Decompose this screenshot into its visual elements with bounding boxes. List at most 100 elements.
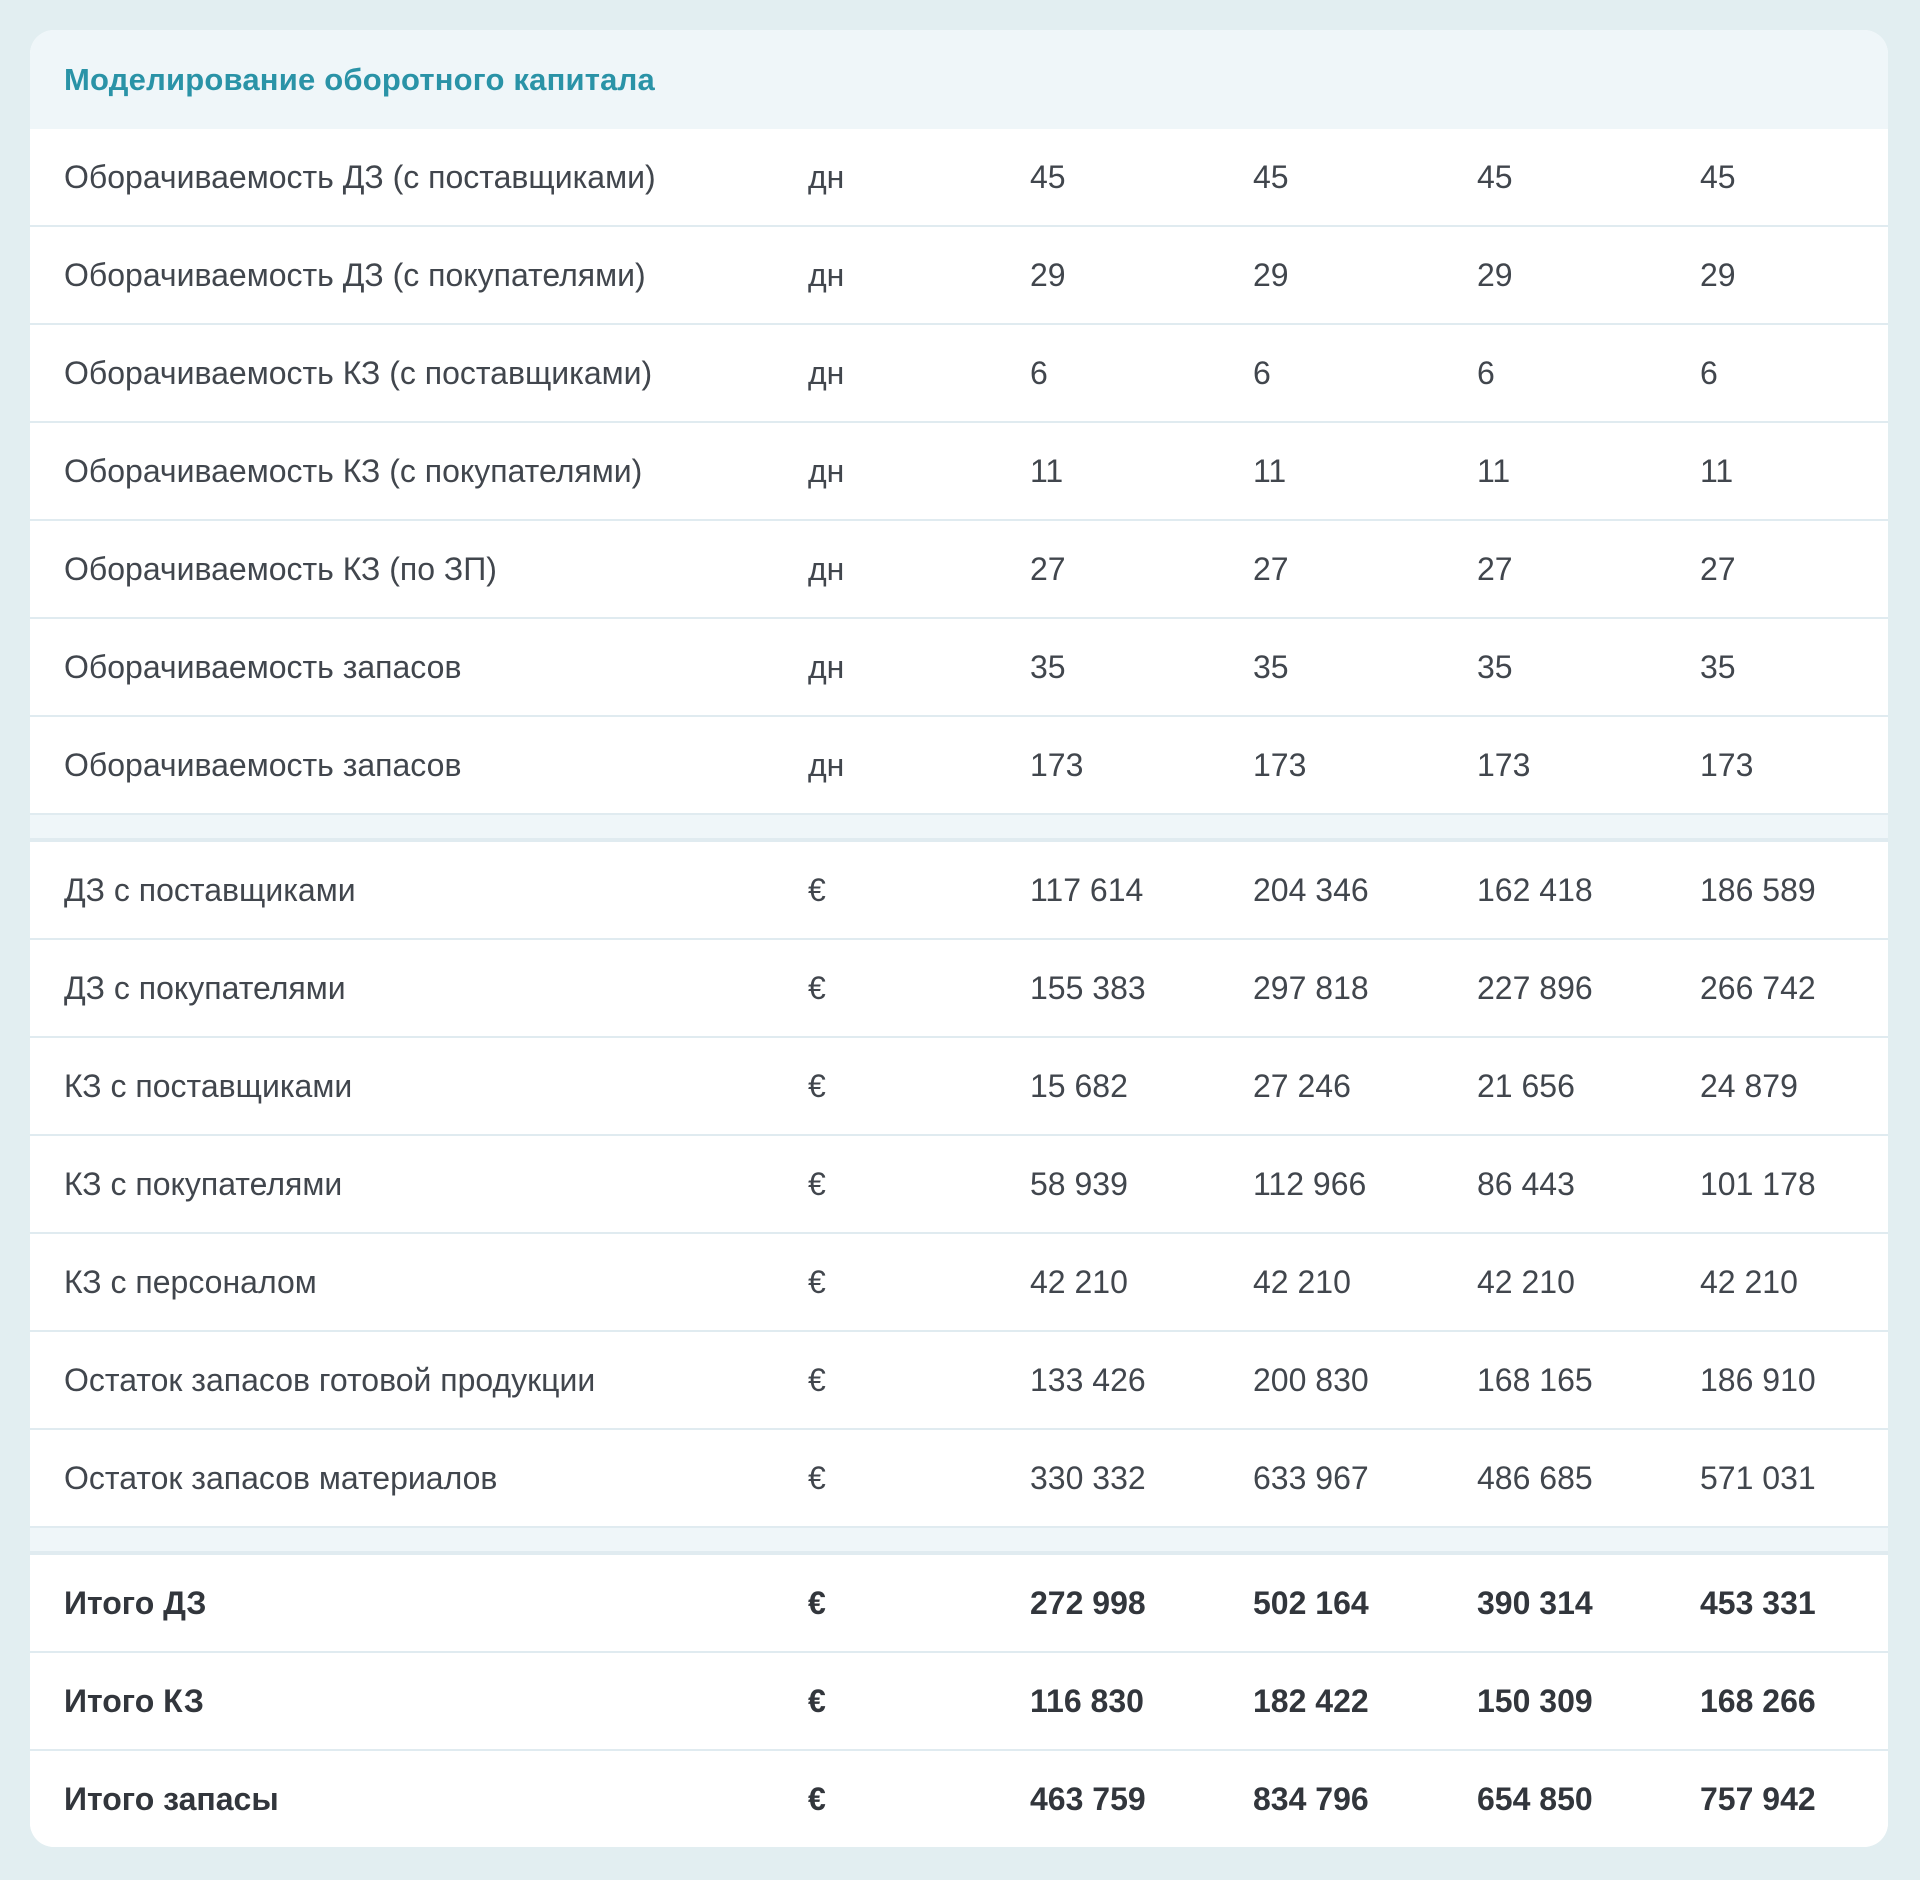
value-cell-period-1: 29 bbox=[1030, 256, 1066, 293]
value-cell-period-1: 42 210 bbox=[1030, 1263, 1128, 1300]
value-cell-period-1: 117 614 bbox=[1030, 871, 1144, 908]
value-cell-period-3: 390 314 bbox=[1477, 1584, 1593, 1621]
row-unit: € bbox=[808, 1459, 826, 1496]
value-cell-period-3: 27 bbox=[1477, 550, 1513, 587]
value-cell-period-2: 204 346 bbox=[1253, 871, 1369, 908]
row-label: ДЗ с покупателями bbox=[64, 969, 346, 1006]
value-cell-period-2: 35 bbox=[1253, 648, 1289, 685]
value-cell-period-2: 633 967 bbox=[1253, 1459, 1369, 1496]
value-cell-period-4: 186 589 bbox=[1700, 871, 1816, 908]
row-unit: дн bbox=[808, 550, 845, 587]
value-cell-period-2: 502 164 bbox=[1253, 1584, 1369, 1621]
value-cell-period-4: 168 266 bbox=[1700, 1682, 1816, 1719]
value-cell-period-3: 35 bbox=[1477, 648, 1513, 685]
row-unit: дн bbox=[808, 452, 845, 489]
row-label: Итого КЗ bbox=[64, 1682, 204, 1719]
value-cell-period-1: 155 383 bbox=[1030, 969, 1146, 1006]
row-unit: € bbox=[808, 1165, 826, 1202]
card-header: Моделирование оборотного капитала bbox=[30, 30, 1888, 129]
section-spacer bbox=[30, 1526, 1888, 1553]
section-spacer bbox=[30, 813, 1888, 840]
value-cell-period-2: 182 422 bbox=[1253, 1682, 1369, 1719]
section-totals: Итого ДЗ €272 998 502 164 390 314 453 331 Ито… bbox=[30, 1553, 1888, 1847]
row-label: Итого ДЗ bbox=[64, 1584, 207, 1621]
section-amounts-eur: ДЗ с поставщиками €117 614 204 346 162 418 1… bbox=[30, 840, 1888, 1526]
value-cell-period-2: 27 bbox=[1253, 550, 1289, 587]
row-label: Оборачиваемость КЗ (с поставщиками) bbox=[64, 354, 653, 391]
row-label: Оборачиваемость ДЗ (с поставщиками) bbox=[64, 158, 656, 195]
table-row: ДЗ с покупателями €155 383 297 818 227 896 2… bbox=[30, 938, 1888, 1036]
value-cell-period-1: 45 bbox=[1030, 158, 1066, 195]
row-label: Оборачиваемость запасов bbox=[64, 746, 462, 783]
value-cell-period-3: 162 418 bbox=[1477, 871, 1593, 908]
value-cell-period-3: 486 685 bbox=[1477, 1459, 1593, 1496]
value-cell-period-2: 173 bbox=[1253, 746, 1307, 783]
table-row: КЗ с поставщиками €15 682 27 246 21 656 24 8… bbox=[30, 1036, 1888, 1134]
value-cell-period-1: 272 998 bbox=[1030, 1584, 1146, 1621]
value-cell-period-4: 186 910 bbox=[1700, 1361, 1816, 1398]
row-unit: дн bbox=[808, 746, 845, 783]
value-cell-period-1: 463 759 bbox=[1030, 1780, 1146, 1817]
value-cell-period-3: 21 656 bbox=[1477, 1067, 1575, 1104]
table-row: Оборачиваемость КЗ (с поставщиками) дн 6 6 6… bbox=[30, 323, 1888, 421]
table-row: Оборачиваемость КЗ (по ЗП) дн 27 27 27 27 bbox=[30, 519, 1888, 617]
value-cell-period-4: 266 742 bbox=[1700, 969, 1816, 1006]
value-cell-period-1: 133 426 bbox=[1030, 1361, 1146, 1398]
value-cell-period-3: 42 210 bbox=[1477, 1263, 1575, 1300]
row-unit: € bbox=[808, 1361, 826, 1398]
value-cell-period-4: 35 bbox=[1700, 648, 1736, 685]
value-cell-period-2: 6 bbox=[1253, 354, 1271, 391]
value-cell-period-4: 11 bbox=[1700, 452, 1734, 489]
value-cell-period-3: 150 309 bbox=[1477, 1682, 1593, 1719]
table-row: ДЗ с поставщиками €117 614 204 346 162 418 1… bbox=[30, 840, 1888, 938]
value-cell-period-3: 6 bbox=[1477, 354, 1495, 391]
table-row: Оборачиваемость ДЗ (с поставщиками) дн 45 4… bbox=[30, 129, 1888, 225]
value-cell-period-1: 11 bbox=[1030, 452, 1064, 489]
table-row: Итого запасы €463 759 834 796 654 850 757 94… bbox=[30, 1749, 1888, 1847]
table-row: Оборачиваемость запасов дн 173 173 173 173 bbox=[30, 715, 1888, 813]
value-cell-period-3: 45 bbox=[1477, 158, 1513, 195]
row-label: КЗ с персоналом bbox=[64, 1263, 317, 1300]
value-cell-period-2: 834 796 bbox=[1253, 1780, 1369, 1817]
row-label: ДЗ с поставщиками bbox=[64, 871, 356, 908]
table-row: Остаток запасов готовой продукции €133 42… bbox=[30, 1330, 1888, 1428]
table-row: Остаток запасов материалов €330 332 633 96… bbox=[30, 1428, 1888, 1526]
table-row: Итого ДЗ €272 998 502 164 390 314 453 331 bbox=[30, 1553, 1888, 1651]
row-unit: дн bbox=[808, 648, 845, 685]
value-cell-period-3: 227 896 bbox=[1477, 969, 1593, 1006]
value-cell-period-3: 29 bbox=[1477, 256, 1513, 293]
value-cell-period-3: 173 bbox=[1477, 746, 1531, 783]
table-row: Оборачиваемость КЗ (с покупателями) дн 11 1… bbox=[30, 421, 1888, 519]
row-unit: € bbox=[808, 1682, 826, 1719]
value-cell-period-4: 27 bbox=[1700, 550, 1736, 587]
value-cell-period-1: 27 bbox=[1030, 550, 1066, 587]
value-cell-period-4: 101 178 bbox=[1700, 1165, 1816, 1202]
row-label: Остаток запасов материалов bbox=[64, 1459, 498, 1496]
section-turnover-days: Оборачиваемость ДЗ (с поставщиками) дн 45 4… bbox=[30, 129, 1888, 813]
row-label: Оборачиваемость КЗ (по ЗП) bbox=[64, 550, 497, 587]
value-cell-period-2: 200 830 bbox=[1253, 1361, 1369, 1398]
value-cell-period-4: 42 210 bbox=[1700, 1263, 1798, 1300]
value-cell-period-4: 173 bbox=[1700, 746, 1754, 783]
row-unit: дн bbox=[808, 158, 845, 195]
value-cell-period-2: 29 bbox=[1253, 256, 1289, 293]
value-cell-period-3: 654 850 bbox=[1477, 1780, 1593, 1817]
value-cell-period-1: 58 939 bbox=[1030, 1165, 1128, 1202]
value-cell-period-4: 29 bbox=[1700, 256, 1736, 293]
value-cell-period-4: 453 331 bbox=[1700, 1584, 1816, 1621]
row-unit: € bbox=[808, 1780, 826, 1817]
table-row: Оборачиваемость запасов дн 35 35 35 35 bbox=[30, 617, 1888, 715]
row-label: КЗ с покупателями bbox=[64, 1165, 343, 1202]
row-label: Оборачиваемость КЗ (с покупателями) bbox=[64, 452, 643, 489]
row-unit: € bbox=[808, 871, 826, 908]
value-cell-period-3: 86 443 bbox=[1477, 1165, 1575, 1202]
value-cell-period-1: 116 830 bbox=[1030, 1682, 1144, 1719]
working-capital-card: Моделирование оборотного капитала Оборач… bbox=[30, 30, 1888, 1847]
table-row: Оборачиваемость ДЗ (с покупателями) дн 29 2… bbox=[30, 225, 1888, 323]
working-capital-table: Оборачиваемость ДЗ (с поставщиками) дн 45 4… bbox=[30, 129, 1888, 1847]
table-row: Итого КЗ €116 830 182 422 150 309 168 266 bbox=[30, 1651, 1888, 1749]
value-cell-period-2: 112 966 bbox=[1253, 1165, 1367, 1202]
row-unit: € bbox=[808, 1263, 826, 1300]
value-cell-period-4: 757 942 bbox=[1700, 1780, 1816, 1817]
value-cell-period-4: 24 879 bbox=[1700, 1067, 1798, 1104]
